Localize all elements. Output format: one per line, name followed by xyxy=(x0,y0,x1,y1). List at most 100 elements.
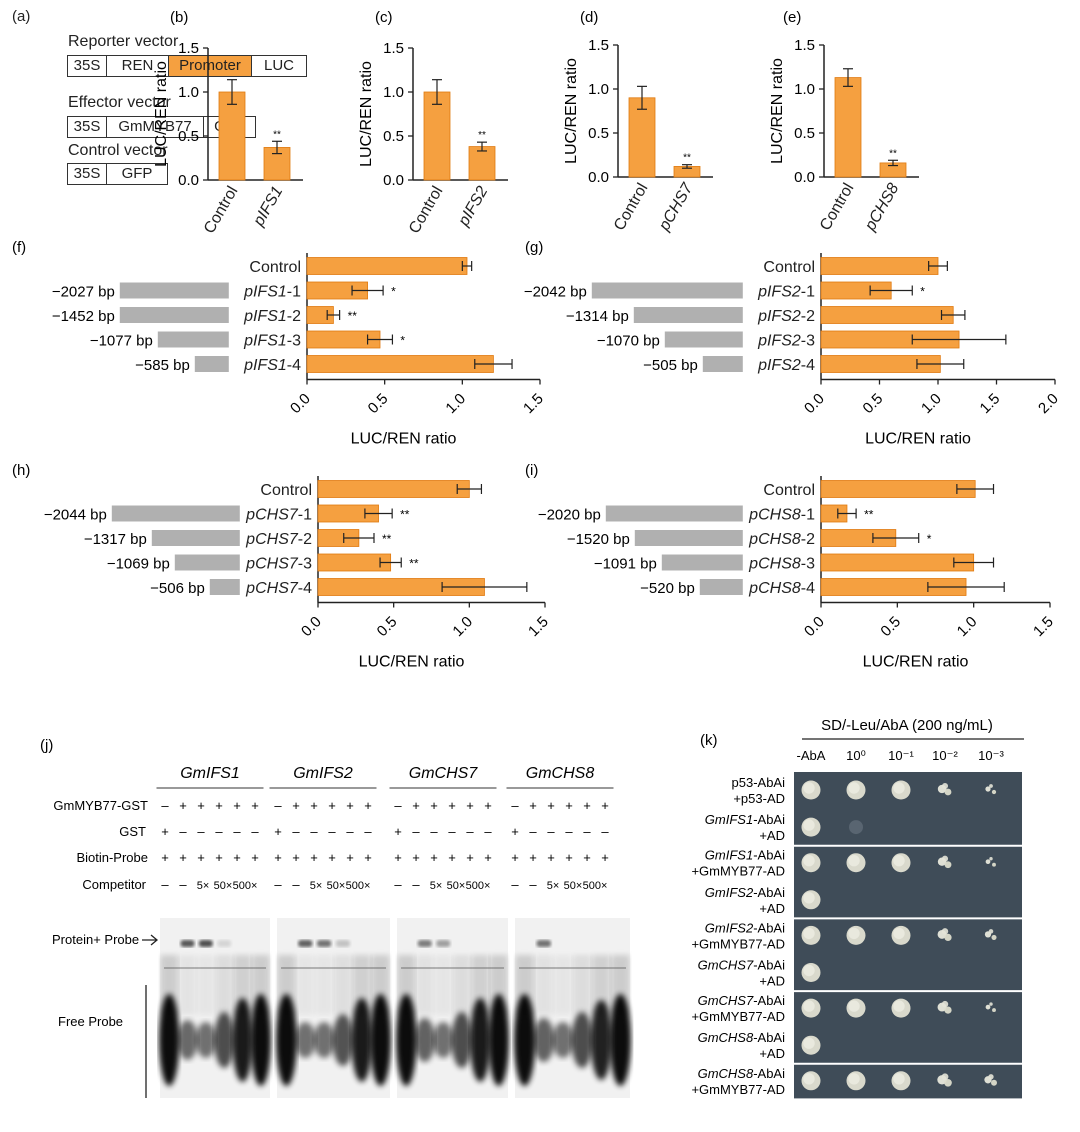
y1h-row-line1: GmIFS2-AbAi xyxy=(705,885,785,900)
probe-smear xyxy=(160,955,178,1015)
x-tick-label: 1.0 xyxy=(954,613,981,640)
significance-label: * xyxy=(400,334,405,348)
emsa-lane-symbol: – xyxy=(394,877,402,892)
emsa-lane-symbol: 5× xyxy=(547,880,560,892)
x-axis-label: LUC/REN ratio xyxy=(359,654,465,671)
yeast-colony xyxy=(984,1076,992,1084)
emsa-lane-symbol: + xyxy=(364,850,372,865)
yeast-colony xyxy=(944,788,952,796)
shifted-complex-band xyxy=(180,940,195,947)
y1h-row: GmCHS7-AbAi+AD xyxy=(698,958,821,989)
promoter-fragment-bar xyxy=(157,331,229,348)
yeast-colony-highlight xyxy=(803,892,815,904)
emsa-lane-symbol: + xyxy=(161,824,169,839)
gel-background xyxy=(397,918,508,1098)
emsa-lane-symbol: – xyxy=(292,877,300,892)
category-label: pCHS8-1 xyxy=(748,507,815,524)
yeast-colony xyxy=(989,856,993,861)
probe-smear xyxy=(233,955,252,1015)
probe-smear xyxy=(515,955,534,1015)
reporter-part-luc: LUC xyxy=(251,55,307,77)
probe-smear xyxy=(296,955,315,1015)
x-tick-label: pIFS2 xyxy=(455,183,492,229)
control-part-gfp: GFP xyxy=(106,163,168,185)
promoter-length-label: −2027 bp xyxy=(52,284,115,301)
yeast-colony xyxy=(846,853,866,873)
promoter-fragment-bar xyxy=(699,579,743,595)
emsa-lane-symbol: + xyxy=(484,798,492,813)
x-tick-label: Control xyxy=(201,184,242,237)
emsa-lane-symbol: 500× xyxy=(346,880,371,892)
y1h-row-line1: GmIFS1-AbAi xyxy=(705,812,785,827)
yeast-colony xyxy=(991,934,997,940)
y-tick-label: 0.0 xyxy=(178,172,199,189)
yeast-colony xyxy=(937,857,947,866)
y-tick-label: 0.5 xyxy=(794,125,815,142)
emsa-lane-symbol: – xyxy=(161,877,169,892)
effector-vector-title: Effector vector xyxy=(68,94,171,111)
y1h-row-line2: +AD xyxy=(759,901,785,916)
probe-smear xyxy=(572,955,592,1015)
y1h-row-line2: +GmMYB77-AD xyxy=(691,1082,785,1097)
promoter-fragment-bar xyxy=(661,554,743,571)
promoter-length-label: −1077 bp xyxy=(90,333,153,350)
y1h-column-label: 10⁻³ xyxy=(978,748,1004,763)
category-label: pCHS8-4 xyxy=(748,580,815,597)
emsa-lane-symbol: + xyxy=(274,850,282,865)
emsa-lane-symbol: + xyxy=(251,850,259,865)
promoter-length-label: −520 bp xyxy=(640,580,695,597)
emsa-lane-symbol: – xyxy=(274,877,282,892)
y1h-row: GmIFS1-AbAi+GmMYB77-AD xyxy=(691,848,996,879)
x-axis-label: LUC/REN ratio xyxy=(351,431,457,448)
yeast-colony xyxy=(941,855,949,862)
free-probe-band xyxy=(470,998,491,1082)
yeast-colony xyxy=(801,780,821,800)
x-tick-label: Control xyxy=(817,181,858,234)
yeast-colony-highlight xyxy=(848,1073,860,1085)
emsa-lane-symbol: + xyxy=(601,850,609,865)
emsa-lane-symbol: 5× xyxy=(430,880,443,892)
emsa-lane-symbol: + xyxy=(430,850,438,865)
panel-letter: (f) xyxy=(12,239,26,256)
y1h-row-line2: +GmMYB77-AD xyxy=(691,1009,785,1024)
yeast-colony xyxy=(891,998,911,1018)
emsa-lane-symbol: 5× xyxy=(197,880,210,892)
category-label: pIFS2-4 xyxy=(757,357,815,374)
probe-smear xyxy=(553,955,573,1015)
free-probe-band xyxy=(414,1018,435,1062)
free-probe-band xyxy=(590,1000,612,1080)
y-tick-label: 1.5 xyxy=(588,37,609,54)
promoter-fragment-bar xyxy=(119,307,229,323)
probe-smear xyxy=(252,955,270,1015)
significance-label: * xyxy=(391,285,396,299)
y1h-row: GmCHS8-AbAi+AD xyxy=(698,1030,821,1061)
yeast-colony xyxy=(891,853,911,873)
emsa-lane-symbol: 500× xyxy=(583,880,608,892)
category-label: Control xyxy=(249,259,301,276)
gel-background xyxy=(160,918,270,1098)
y1h-row-line1: GmCHS8-AbAi xyxy=(698,1030,786,1045)
y1h-row: GmCHS7-AbAi+GmMYB77-AD xyxy=(691,993,996,1024)
y1h-row-line1: p53-AbAi xyxy=(732,775,786,790)
emsa-lane-symbol: – xyxy=(179,824,187,839)
emsa-lane-symbol: + xyxy=(565,850,573,865)
chart-b: (b) 0.0 0.5 1.0 1.5 LUC/REN ratio Control ** pIF… xyxy=(153,9,303,237)
category-label: pIFS1-2 xyxy=(243,308,301,325)
panel-letter: (i) xyxy=(525,462,538,479)
free-probe-band xyxy=(533,1018,555,1062)
y1h-row-line2: +p53-AD xyxy=(733,791,785,806)
y-tick-label: 1.5 xyxy=(178,40,199,57)
promoter-length-label: −505 bp xyxy=(643,357,698,374)
yeast-colony-highlight xyxy=(803,1037,815,1049)
y1h-row-line1: GmCHS8-AbAi xyxy=(698,1066,786,1081)
y-tick-label: 0.0 xyxy=(588,169,609,186)
yeast-colony-highlight xyxy=(848,782,860,794)
yeast-colony xyxy=(985,1004,991,1010)
emsa-lane-symbol: – xyxy=(364,824,372,839)
emsa-lane-symbol: – xyxy=(511,877,519,892)
free-probe-band xyxy=(552,1022,574,1058)
significance-label: ** xyxy=(400,508,410,522)
free-probe-band xyxy=(159,994,180,1086)
yeast-colony xyxy=(801,817,821,837)
bar xyxy=(628,97,656,178)
